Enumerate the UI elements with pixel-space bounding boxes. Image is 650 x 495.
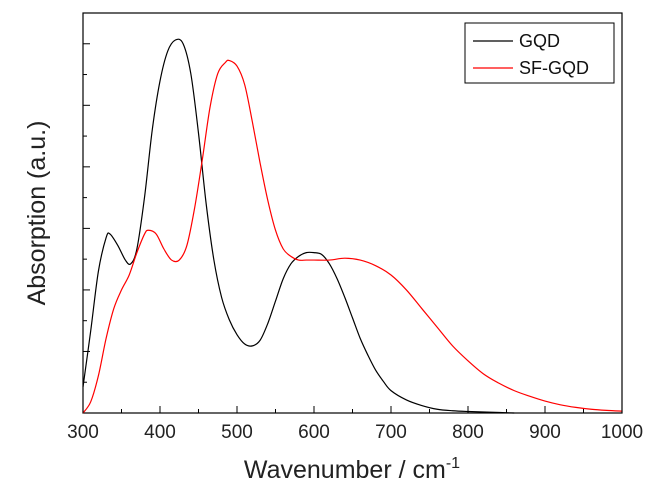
series-layer xyxy=(82,38,623,414)
legend-label-sf-gqd: SF-GQD xyxy=(519,58,589,78)
series-line-sf-gqd xyxy=(82,59,623,414)
x-tick-label: 400 xyxy=(144,422,176,443)
x-tick-label: 800 xyxy=(452,422,484,443)
x-tick-label: 600 xyxy=(298,422,330,443)
legend: GQD SF-GQD xyxy=(464,22,615,84)
plot-area: 300 400 500 600 700 800 900 1000 xyxy=(67,12,643,443)
x-tick-label: 500 xyxy=(221,422,253,443)
legend-label-gqd: GQD xyxy=(519,31,560,51)
series-line-gqd xyxy=(82,38,515,414)
y-axis-title: Absorption (a.u.) xyxy=(23,121,51,306)
x-tick-label: 300 xyxy=(67,422,99,443)
x-tick-label: 900 xyxy=(529,422,561,443)
x-tick-label: 700 xyxy=(375,422,407,443)
y-axis-ticks xyxy=(83,43,90,383)
x-axis-title: Wavenumber / cm-1 xyxy=(244,455,460,484)
legend-box xyxy=(464,22,615,84)
x-axis-ticks: 300 400 500 600 700 800 900 1000 xyxy=(67,406,643,443)
x-tick-label: 1000 xyxy=(601,422,643,443)
